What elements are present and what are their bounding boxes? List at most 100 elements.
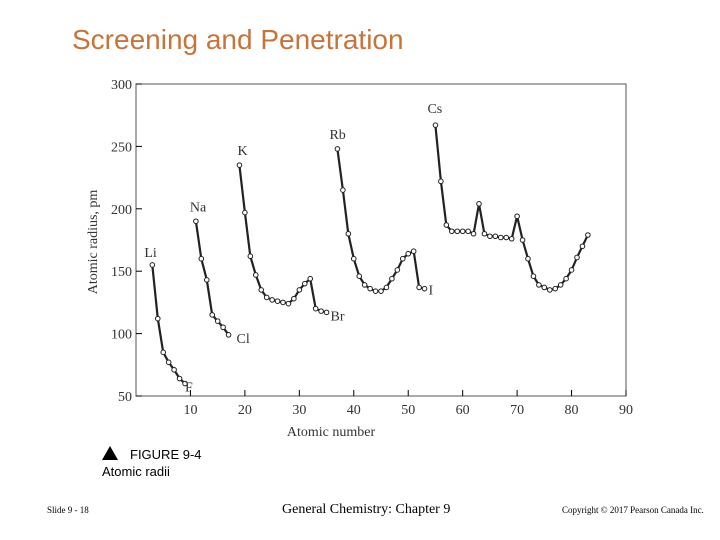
data-point [263, 294, 270, 301]
data-point [399, 255, 406, 262]
data-point [193, 218, 199, 225]
data-point [530, 273, 537, 279]
data-point [438, 178, 444, 185]
data-point [410, 248, 417, 255]
series-line-4 [238, 164, 327, 314]
series-line-6 [434, 125, 589, 291]
data-point [487, 233, 493, 240]
data-point [198, 255, 205, 262]
x-tick-label: 10 [183, 403, 197, 418]
data-point [296, 287, 303, 293]
copyright: Copyright © 2017 Pearson Canada Inc. [562, 505, 704, 515]
data-point [350, 255, 357, 262]
data-point [546, 287, 553, 293]
data-point [258, 287, 265, 293]
y-tick-label: 300 [111, 78, 132, 93]
course-name: General Chemistry: Chapter 9 [282, 502, 451, 517]
data-point [383, 284, 390, 291]
element-label: F [185, 381, 193, 396]
data-point [225, 332, 232, 338]
data-point [416, 284, 422, 291]
data-point [280, 299, 286, 306]
data-point [318, 308, 324, 314]
data-point [585, 232, 591, 238]
data-point [220, 324, 226, 331]
data-point [274, 298, 281, 304]
figure-caption: FIGURE 9-4 Atomic radii [102, 446, 202, 480]
data-point [236, 162, 243, 168]
element-label: Cl [237, 332, 250, 347]
data-point [247, 253, 254, 260]
element-label: K [237, 144, 247, 159]
x-tick-label: 20 [238, 403, 252, 418]
data-point [394, 267, 401, 273]
data-point [568, 267, 575, 273]
series-line-3 [194, 221, 230, 336]
plot-frame [135, 83, 627, 397]
data-point [514, 213, 520, 220]
data-point [470, 230, 477, 237]
data-point [443, 222, 450, 228]
data-point [563, 275, 569, 282]
series-line-2 [151, 264, 186, 385]
data-point [459, 228, 466, 235]
data-point [171, 366, 177, 373]
data-point [203, 277, 210, 283]
y-tick-label: 150 [111, 265, 132, 280]
data-point [165, 359, 172, 366]
data-point [242, 209, 248, 216]
data-point [340, 187, 346, 193]
figure-title: Atomic radii [102, 464, 170, 479]
data-point [492, 233, 499, 240]
data-point [552, 285, 559, 292]
triangle-icon [102, 446, 118, 460]
element-label: I [429, 284, 434, 299]
y-tick-label: 50 [118, 390, 132, 405]
x-tick-label: 40 [347, 403, 361, 418]
y-tick-label: 200 [111, 203, 132, 218]
data-point [481, 230, 488, 237]
data-point [465, 228, 471, 235]
data-point [503, 234, 510, 241]
data-point [323, 309, 330, 316]
data-point [389, 275, 395, 282]
series-line-5 [336, 148, 425, 293]
data-point [356, 273, 363, 279]
data-point [149, 262, 156, 268]
x-axis-label: Atomic number [287, 425, 376, 440]
data-point [361, 282, 368, 288]
data-point [519, 237, 526, 243]
data-point [334, 146, 341, 152]
data-point [176, 375, 183, 382]
data-point [182, 380, 188, 387]
data-point [557, 282, 564, 288]
x-tick-label: 30 [292, 403, 306, 418]
data-point [291, 295, 297, 302]
element-label: Li [144, 246, 157, 261]
data-point [454, 228, 461, 235]
x-tick-label: 50 [401, 403, 415, 418]
data-point [525, 255, 531, 262]
data-point [574, 254, 580, 261]
y-tick-label: 250 [111, 140, 132, 155]
slide-number: Slide 9 - 18 [47, 505, 89, 515]
data-point [497, 234, 504, 241]
y-tick-label: 100 [111, 328, 132, 343]
data-point [541, 284, 548, 291]
data-point [252, 272, 259, 278]
element-label: Na [190, 200, 207, 215]
data-point [421, 285, 428, 292]
data-point [367, 285, 373, 292]
x-tick-label: 60 [456, 403, 470, 418]
y-axis-label: Atomic radius, pm [86, 190, 101, 295]
data-point [209, 312, 216, 318]
data-point [269, 297, 275, 303]
data-point [432, 122, 439, 128]
x-tick-label: 80 [565, 403, 579, 418]
data-point [214, 318, 221, 324]
data-point [312, 305, 319, 312]
data-point [508, 235, 515, 242]
data-point [160, 349, 167, 356]
data-point [536, 282, 542, 288]
